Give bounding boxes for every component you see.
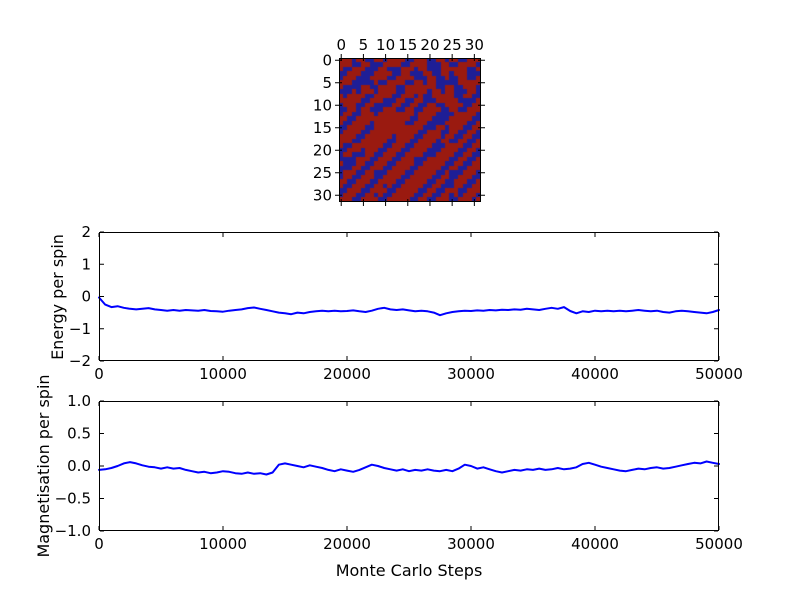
energy-axes: 0 10000 20000 30000 40000 50000 2 1 0 −1 −2 — [69, 223, 743, 383]
energy-ylabel: Energy per spin — [48, 234, 67, 360]
y-tick-label: 0 — [81, 288, 91, 306]
y-tick-label: 5 — [322, 74, 332, 92]
x-tick-label: 10 — [376, 36, 395, 54]
x-tick-label: 0 — [336, 36, 346, 54]
y-tick-label: 2 — [81, 223, 91, 241]
x-tick-label: 20000 — [323, 365, 371, 383]
y-tick-label: 1 — [81, 255, 91, 273]
y-tick-label: 25 — [313, 164, 332, 182]
y-tick-label: 0.0 — [67, 457, 91, 475]
x-tick-label: 15 — [398, 36, 417, 54]
magnetisation-line — [98, 460, 720, 476]
x-tick-label: 30000 — [447, 535, 495, 553]
y-tick-label: 15 — [313, 119, 332, 137]
x-tick-label: 40000 — [571, 535, 619, 553]
y-tick-label: 30 — [313, 186, 332, 204]
x-tick-label: 50000 — [695, 535, 743, 553]
x-tick-label: 20 — [420, 36, 439, 54]
y-tick-label: −0.5 — [55, 490, 91, 508]
spin-lattice-plot: 0 5 10 15 20 25 30 0 5 10 15 20 25 30 — [313, 36, 485, 206]
axis-frame — [99, 232, 719, 361]
axis-frame — [99, 401, 719, 531]
x-tick-label: 50000 — [695, 365, 743, 383]
axis-frame — [339, 58, 481, 202]
y-tick-label: 1.0 — [67, 392, 91, 410]
y-tick-label: −2 — [69, 352, 91, 370]
x-tick-label: 5 — [359, 36, 369, 54]
x-axis-label: Monte Carlo Steps — [335, 561, 483, 580]
x-tick-label: 25 — [443, 36, 462, 54]
x-tick-label: 10000 — [199, 535, 247, 553]
x-tick-label: 30 — [465, 36, 484, 54]
y-tick-label: −1.0 — [55, 522, 91, 540]
x-tick-label: 20000 — [323, 535, 371, 553]
energy-plot: 0 10000 20000 30000 40000 50000 2 1 0 −1 −2 — [69, 223, 743, 383]
y-tick-label: 0.5 — [67, 425, 91, 443]
y-tick-label: −1 — [69, 320, 91, 338]
x-tick-label: 0 — [94, 535, 104, 553]
energy-line — [98, 296, 720, 317]
x-tick-label: 0 — [94, 365, 104, 383]
magnetisation-ylabel: Magnetisation per spin — [34, 374, 53, 558]
y-tick-label: 0 — [322, 51, 332, 69]
y-tick-label: 10 — [313, 96, 332, 114]
x-tick-label: 40000 — [571, 365, 619, 383]
x-tick-label: 30000 — [447, 365, 495, 383]
magnetisation-plot: 0 10000 20000 30000 40000 50000 1.0 0.5 0.0 −0.5 −… — [55, 392, 743, 553]
spin-lattice-heatmap — [339, 58, 481, 202]
x-tick-label: 10000 — [199, 365, 247, 383]
magnetisation-axes: 0 10000 20000 30000 40000 50000 1.0 0.5 0.0 −0.5 −… — [55, 392, 743, 553]
y-tick-label: 20 — [313, 141, 332, 159]
